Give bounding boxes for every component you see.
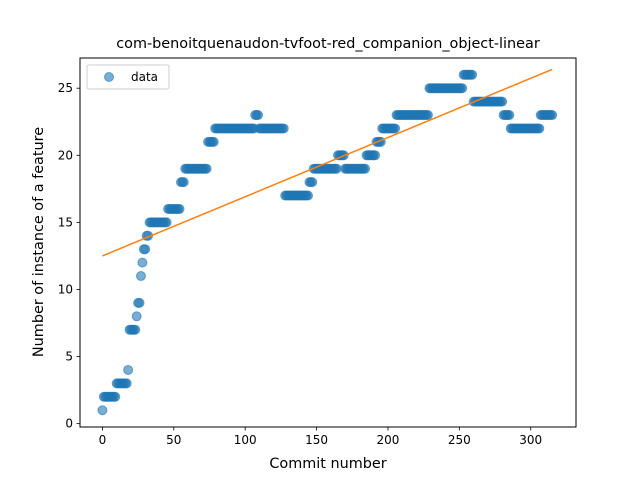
data-point: [253, 110, 264, 121]
x-tick-label: 150: [305, 433, 328, 447]
data-point: [134, 297, 145, 308]
x-tick-label: 100: [234, 433, 257, 447]
data-point: [331, 163, 342, 174]
data-point: [121, 378, 132, 389]
data-point: [131, 311, 142, 322]
data-point: [201, 163, 212, 174]
data-point: [534, 123, 545, 134]
data-point: [130, 324, 141, 335]
legend-label: data: [131, 70, 158, 84]
data-point: [278, 123, 289, 134]
data-point: [123, 364, 134, 375]
y-tick-label: 10: [58, 282, 73, 296]
data-point: [303, 190, 314, 201]
data-point: [307, 177, 318, 188]
legend-box: [86, 64, 170, 90]
y-axis-label: Number of instance of a feature: [31, 127, 47, 357]
x-tick-label: 250: [448, 433, 471, 447]
legend-marker: [104, 72, 114, 82]
data-point: [178, 177, 189, 188]
y-tick-label: 5: [65, 350, 73, 364]
x-tick-label: 300: [519, 433, 542, 447]
data-point: [174, 203, 185, 214]
y-axis: 0 5 10 15 20 25: [58, 81, 80, 431]
y-tick-label: 25: [58, 81, 73, 95]
x-tick-label: 200: [377, 433, 400, 447]
x-tick-label: 50: [166, 433, 181, 447]
data-point: [97, 405, 108, 416]
data-point: [140, 244, 151, 255]
data-point: [422, 110, 433, 121]
fit-line: [102, 68, 553, 257]
data-point: [457, 83, 468, 94]
y-tick-label: 15: [58, 215, 73, 229]
y-tick-label: 0: [65, 417, 73, 431]
data-point: [504, 110, 515, 121]
data-point: [547, 110, 558, 121]
y-tick-label: 20: [58, 148, 73, 162]
data-point: [390, 123, 401, 134]
x-axis-label: Commit number: [269, 456, 386, 472]
plot-area: [97, 68, 558, 416]
data-point: [161, 217, 172, 228]
data-point: [467, 69, 478, 80]
data-point: [370, 150, 381, 161]
axes-frame: [79, 57, 577, 428]
data-point: [137, 257, 148, 268]
x-tick-label: 0: [99, 433, 107, 447]
chart-title: com-benoitquenaudon-tvfoot-red_companion…: [116, 36, 540, 52]
data-point: [135, 271, 146, 282]
data-point: [360, 163, 371, 174]
data-point: [110, 391, 121, 402]
data-point: [497, 96, 508, 107]
legend: data: [86, 64, 170, 90]
x-axis: 0 50 100 150 200 250 300: [99, 427, 542, 447]
data-point: [208, 136, 219, 147]
